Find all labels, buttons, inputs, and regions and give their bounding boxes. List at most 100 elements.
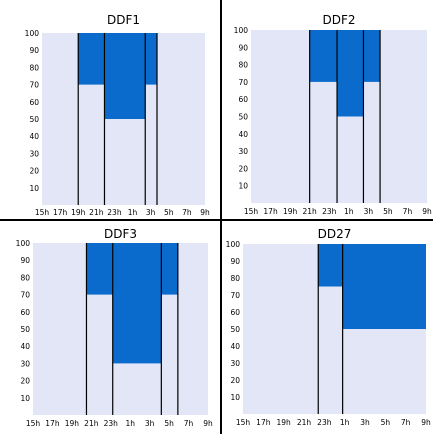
y-tick-label: 30 xyxy=(20,359,30,368)
x-tick-label: 21h xyxy=(303,207,318,216)
y-tick-label: 50 xyxy=(29,115,39,124)
segment-1 xyxy=(112,243,162,364)
horizontal-divider xyxy=(0,219,433,221)
x-tick-label: 9h xyxy=(422,207,432,216)
y-tick-label: 70 xyxy=(230,291,240,300)
y-tick-label: 40 xyxy=(29,132,39,141)
x-tick-label: 3h xyxy=(145,419,155,428)
y-tick-label: 40 xyxy=(20,342,30,351)
x-tick-label: 21h xyxy=(84,419,99,428)
x-tick-label: 19h xyxy=(283,207,298,216)
y-tick-label: 30 xyxy=(238,147,248,156)
x-tick-label: 23h xyxy=(107,208,122,217)
y-tick-label: 100 xyxy=(226,240,241,249)
segment-0 xyxy=(78,33,105,85)
y-tick-label: 20 xyxy=(238,164,248,173)
y-tick-label: 10 xyxy=(20,394,30,403)
x-tick-label: 19h xyxy=(277,418,292,427)
x-tick-label: 21h xyxy=(89,208,104,217)
y-tick-label: 20 xyxy=(20,377,30,386)
segment-1 xyxy=(337,30,364,117)
segment-0 xyxy=(309,30,338,82)
x-tick-label: 17h xyxy=(263,207,278,216)
chart-title: DDF2 xyxy=(322,13,355,27)
y-tick-label: 100 xyxy=(16,239,31,248)
y-tick-label: 60 xyxy=(20,308,30,317)
segment-2 xyxy=(161,243,178,295)
y-tick-label: 80 xyxy=(20,273,30,282)
x-tick-label: 1h xyxy=(344,207,354,216)
x-tick-label: 5h xyxy=(164,419,174,428)
x-tick-label: 9h xyxy=(203,419,213,428)
y-tick-label: 90 xyxy=(29,46,39,55)
segment-2 xyxy=(363,30,381,82)
x-tick-label: 5h xyxy=(383,207,393,216)
panel-ddf1: DDF1 10 20 30 40 50 60 70 80 90 100 15h 17h 19h 21h 23h… xyxy=(25,13,210,217)
x-tick-label: 1h xyxy=(125,419,135,428)
chart-title: DDF1 xyxy=(107,13,140,27)
x-tick-label: 17h xyxy=(256,418,271,427)
x-tick-label: 7h xyxy=(182,208,192,217)
y-tick-label: 60 xyxy=(230,308,240,317)
y-tick-label: 90 xyxy=(238,43,248,52)
x-tick-label: 7h xyxy=(403,207,413,216)
y-tick-label: 70 xyxy=(20,291,30,300)
y-tick-label: 50 xyxy=(230,325,240,334)
chart-title: DDF3 xyxy=(104,227,137,241)
x-tick-label: 21h xyxy=(297,418,312,427)
segment-0 xyxy=(86,243,113,295)
y-tick-label: 40 xyxy=(230,342,240,351)
y-tick-label: 80 xyxy=(238,61,248,70)
y-tick-label: 60 xyxy=(29,98,39,107)
x-tick-label: 15h xyxy=(35,208,50,217)
y-tick-label: 10 xyxy=(29,184,39,193)
x-tick-label: 1h xyxy=(128,208,138,217)
vertical-divider xyxy=(220,0,222,434)
x-tick-label: 1h xyxy=(340,418,350,427)
panel-ddf3: DDF3 10 20 30 40 50 60 70 80 90 100 15h 17h 19h 21h 23h… xyxy=(16,227,213,428)
y-tick-label: 30 xyxy=(230,359,240,368)
y-tick-label: 40 xyxy=(238,130,248,139)
x-tick-label: 15h xyxy=(244,207,259,216)
chart-title: DD27 xyxy=(318,227,352,241)
x-tick-label: 5h xyxy=(164,208,174,217)
y-tick-label: 20 xyxy=(230,376,240,385)
x-tick-label: 23h xyxy=(317,418,332,427)
x-tick-label: 9h xyxy=(200,208,210,217)
y-tick-label: 60 xyxy=(238,95,248,104)
segment-2 xyxy=(145,33,158,85)
y-tick-label: 10 xyxy=(238,182,248,191)
y-tick-label: 80 xyxy=(230,274,240,283)
y-tick-label: 90 xyxy=(20,256,30,265)
x-tick-label: 3h xyxy=(146,208,156,217)
y-tick-label: 70 xyxy=(238,78,248,87)
y-tick-label: 80 xyxy=(29,63,39,72)
x-tick-label: 15h xyxy=(26,419,41,428)
y-tick-label: 30 xyxy=(29,149,39,158)
y-tick-label: 50 xyxy=(20,325,30,334)
x-tick-label: 19h xyxy=(65,419,80,428)
panel-dd27: DD27 10 20 30 40 50 60 70 80 90 100 15h 17h 19h 21h 23h… xyxy=(226,227,431,427)
panel-ddf2: DDF2 10 20 30 40 50 60 70 80 90 100 15h 17h 19h 21h 23h… xyxy=(234,13,432,216)
x-tick-label: 7h xyxy=(401,418,411,427)
x-tick-label: 15h xyxy=(236,418,251,427)
x-tick-label: 23h xyxy=(322,207,337,216)
x-tick-label: 3h xyxy=(364,207,374,216)
y-tick-label: 90 xyxy=(230,257,240,266)
x-tick-label: 19h xyxy=(71,208,86,217)
segment-0 xyxy=(318,244,343,287)
y-tick-label: 100 xyxy=(25,29,40,38)
x-tick-label: 5h xyxy=(381,418,391,427)
x-tick-label: 3h xyxy=(360,418,370,427)
y-tick-label: 10 xyxy=(230,393,240,402)
y-tick-label: 100 xyxy=(234,26,249,35)
x-tick-label: 9h xyxy=(421,418,431,427)
x-tick-label: 23h xyxy=(104,419,119,428)
x-tick-label: 17h xyxy=(45,419,60,428)
y-tick-label: 70 xyxy=(29,81,39,90)
segment-1 xyxy=(104,33,146,119)
y-tick-label: 20 xyxy=(29,167,39,176)
segment-1 xyxy=(342,244,426,329)
x-tick-label: 7h xyxy=(184,419,194,428)
